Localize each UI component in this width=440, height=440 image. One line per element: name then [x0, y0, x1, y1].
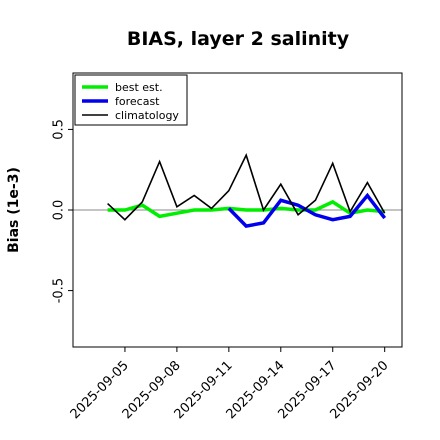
- series-line-best-est: [107, 199, 385, 219]
- legend-label: climatology: [115, 109, 179, 122]
- y-axis-label: Bias (1e-3): [6, 167, 22, 253]
- series-line-forecast: [227, 192, 387, 228]
- y-tick-label: 0.5: [52, 119, 67, 140]
- y-tick-label: -0.5: [52, 278, 67, 303]
- legend-label: best est.: [115, 81, 163, 94]
- legend-label: forecast: [115, 95, 160, 108]
- plot-area: [73, 153, 402, 228]
- series-line-climatology: [107, 153, 386, 221]
- chart-title: BIAS, layer 2 salinity: [127, 28, 350, 50]
- axes: -0.50.00.52025-09-052025-09-082025-09-11…: [52, 119, 392, 422]
- y-tick-label: 0.0: [52, 200, 67, 221]
